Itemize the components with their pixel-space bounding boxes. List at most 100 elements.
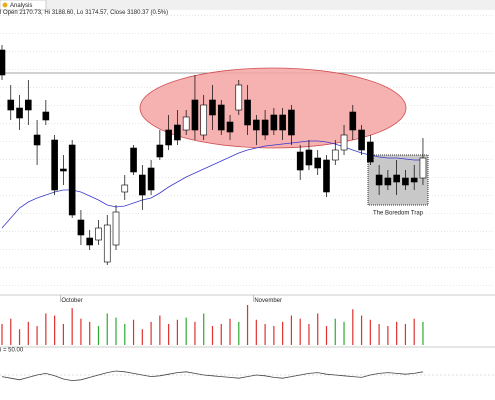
candle-body: [419, 157, 427, 179]
candle-body: [68, 144, 76, 216]
candle-body: [139, 174, 146, 196]
volume-bar: [97, 326, 100, 345]
oscillator-label: i = 50.00: [0, 348, 24, 354]
volume-bar: [203, 313, 205, 345]
tab-icon: [2, 2, 8, 8]
volume-bar: [62, 323, 64, 345]
annotation: The Boredom Trap: [373, 211, 424, 217]
volume-bar: [238, 321, 240, 345]
volume-bar: [27, 321, 29, 345]
volume-bar: [106, 313, 108, 345]
candle-body: [217, 104, 225, 131]
candle-body: [367, 141, 374, 163]
volume-bar: [54, 315, 56, 345]
volume-bar: [273, 326, 275, 345]
candle-body: [86, 237, 93, 246]
volume-bar: [211, 326, 214, 345]
candle-body: [235, 84, 243, 111]
volume-bar: [10, 318, 12, 345]
candle-body: [296, 151, 304, 171]
candle-body: [209, 99, 216, 116]
candle-body: [33, 134, 41, 146]
volume-bar: [89, 321, 91, 345]
volume-bar: [185, 317, 187, 345]
volume-bar: [132, 319, 135, 345]
volume-bar: [396, 321, 398, 345]
volume-bar: [71, 308, 73, 345]
volume-bar: [308, 323, 310, 345]
candle-body: [130, 147, 137, 173]
candle-body: [200, 104, 208, 136]
volume-bar: [18, 329, 21, 345]
volume-bar: [378, 323, 380, 345]
candle-body: [375, 174, 383, 186]
candle-body: [77, 219, 85, 236]
volume-bar: [282, 321, 284, 345]
candle-body: [95, 227, 102, 241]
volume-bar: [343, 321, 345, 345]
candle-body: [191, 99, 199, 131]
candle-body: [226, 121, 234, 133]
candle-body: [393, 174, 400, 183]
candle-body: [16, 107, 23, 119]
tab[interactable]: [0, 0, 47, 11]
oscillator-line: [1, 370, 424, 382]
candle-body: [253, 119, 260, 131]
volume-bar: [369, 319, 371, 345]
candle-body: [270, 114, 278, 131]
volume-bar: [124, 323, 126, 345]
volume-bar: [141, 329, 143, 345]
tab-label[interactable]: Analysis: [10, 3, 32, 9]
candle-body: [182, 116, 190, 131]
candle-body: [121, 184, 129, 193]
volume-bar: [360, 315, 363, 345]
candle-body: [0, 49, 6, 76]
candle-body: [340, 134, 348, 151]
candle-body: [244, 99, 251, 126]
candle-body: [402, 177, 409, 186]
volume-bar: [246, 305, 249, 345]
volume-bar: [422, 321, 424, 345]
ohlc-header: l Open 2170.73, Hi 3188.60, Lo 3174.57, …: [0, 10, 168, 16]
volume-bar: [352, 309, 354, 345]
candle-body: [358, 129, 365, 151]
candle-body: [288, 109, 295, 136]
x-tick-label: November: [254, 298, 282, 304]
candle-body: [314, 157, 322, 169]
candle-body: [60, 168, 67, 172]
volume-bar: [176, 319, 178, 345]
candle-body: [261, 119, 269, 136]
volume-bar: [290, 315, 293, 345]
candle-body: [7, 99, 15, 111]
candle-body: [331, 149, 339, 161]
candle-body: [349, 111, 357, 131]
volume-bar: [317, 313, 319, 345]
candle-body: [42, 111, 50, 121]
volume-bar: [229, 318, 231, 345]
candle-body: [103, 224, 111, 263]
candle-body: [384, 177, 392, 186]
x-tick-label: October: [61, 298, 82, 304]
volume-bar: [115, 317, 117, 345]
volume-bar: [387, 326, 389, 345]
volume-bar: [404, 323, 407, 345]
candle-body: [112, 211, 120, 246]
candle-body: [165, 129, 172, 146]
volume-bar: [168, 323, 170, 345]
candle-body: [51, 139, 58, 191]
volume-bar: [334, 318, 336, 345]
volume-bar: [80, 318, 82, 345]
volume-bar: [159, 315, 161, 345]
candle-body: [323, 159, 330, 193]
candle-body: [156, 144, 164, 158]
candle-body: [305, 149, 313, 166]
tab-bar: [0, 0, 495, 10]
candle-body: [25, 99, 32, 111]
volume-bar: [1, 323, 3, 345]
volume-bar: [325, 326, 328, 345]
volume-bar: [45, 313, 47, 345]
candle-body: [410, 177, 418, 183]
volume-bar: [255, 319, 257, 345]
